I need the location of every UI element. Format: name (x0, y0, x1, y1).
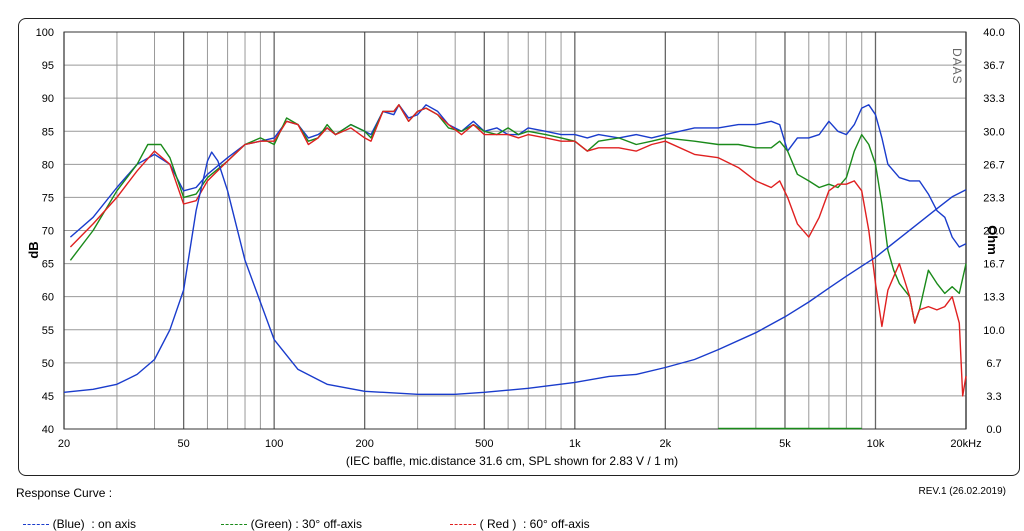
curves (63, 104, 967, 430)
response-curve-green (69, 104, 967, 324)
legend-label-red: ( Red ) : 60° off-axis (479, 517, 590, 531)
y2-tick-label: 23.3 (983, 192, 1004, 204)
y-tick-label: 70 (42, 226, 54, 238)
y2-tick-label: 36.7 (983, 60, 1004, 72)
y2-tick-label: 30.0 (983, 126, 1004, 138)
y-tick-label: 55 (42, 325, 54, 337)
y-tick-label: 80 (42, 159, 54, 171)
y2-tick-label: 10.0 (983, 325, 1004, 337)
x-tick-label: 1k (569, 438, 581, 450)
y2-tick-label: 33.3 (983, 93, 1004, 105)
x-tick-label: 200 (355, 438, 373, 450)
x-tick-label: 20 (58, 438, 70, 450)
response-curve-blue (69, 104, 967, 248)
chart-caption: (IEC baffle, mic.distance 31.6 cm, SPL s… (345, 454, 679, 468)
y-tick-label: 75 (42, 192, 54, 204)
axis-ticks: 40 45 50 55 60 65 70 75 80 85 90 95 100 0.0 3.3 6.7 10.0… (36, 27, 1005, 450)
chart-frame (18, 18, 1020, 476)
grid-lines (63, 31, 967, 430)
x-tick-label: 20kHz (950, 438, 981, 450)
y2-tick-label: 20.0 (983, 226, 1004, 238)
legend-item-green: (Green) : 30° off-axis (214, 503, 362, 531)
legend-item-blue: (Blue) : on axis (16, 503, 136, 531)
y2-tick-label: 0.0 (986, 424, 1001, 436)
legend-item-red: ( Red ) : 60° off-axis (443, 503, 590, 531)
legend-swatch-red (449, 524, 476, 526)
y2-axis-label: Ohm (985, 225, 1000, 255)
legend-label-blue: (Blue) : on axis (52, 517, 137, 531)
y2-tick-label: 3.3 (986, 391, 1001, 403)
y2-tick-label: 40.0 (983, 27, 1004, 39)
y2-tick-label: 13.3 (983, 292, 1004, 304)
legend-swatch-blue (22, 524, 49, 526)
y2-tick-label: 16.7 (983, 259, 1004, 271)
y-tick-label: 90 (42, 93, 54, 105)
x-tick-label: 50 (178, 438, 190, 450)
watermark-text: DAAS (950, 48, 964, 85)
y-tick-label: 40 (42, 424, 54, 436)
x-tick-label: 10k (867, 438, 885, 450)
response-curve-red (69, 104, 967, 397)
y-axis-label: dB (26, 241, 41, 258)
y-tick-label: 100 (36, 27, 54, 39)
y-tick-label: 45 (42, 391, 54, 403)
revision-label: REV.1 (26.02.2019) (918, 486, 1006, 497)
x-tick-label: 5k (779, 438, 791, 450)
y-tick-label: 65 (42, 259, 54, 271)
x-tick-label: 500 (475, 438, 493, 450)
legend-label-green: (Green) : 30° off-axis (250, 517, 362, 531)
legend-swatch-green (220, 524, 247, 526)
impedance-curve (63, 151, 967, 395)
y2-tick-label: 6.7 (986, 358, 1001, 370)
plot-border (63, 31, 967, 430)
y-tick-label: 50 (42, 358, 54, 370)
legend-title: Response Curve : (16, 486, 113, 500)
y2-tick-label: 26.7 (983, 159, 1004, 171)
x-tick-label: 100 (265, 438, 283, 450)
y-tick-label: 60 (42, 292, 54, 304)
x-tick-label: 2k (660, 438, 672, 450)
y-tick-label: 95 (42, 60, 54, 72)
y-tick-label: 85 (42, 126, 54, 138)
